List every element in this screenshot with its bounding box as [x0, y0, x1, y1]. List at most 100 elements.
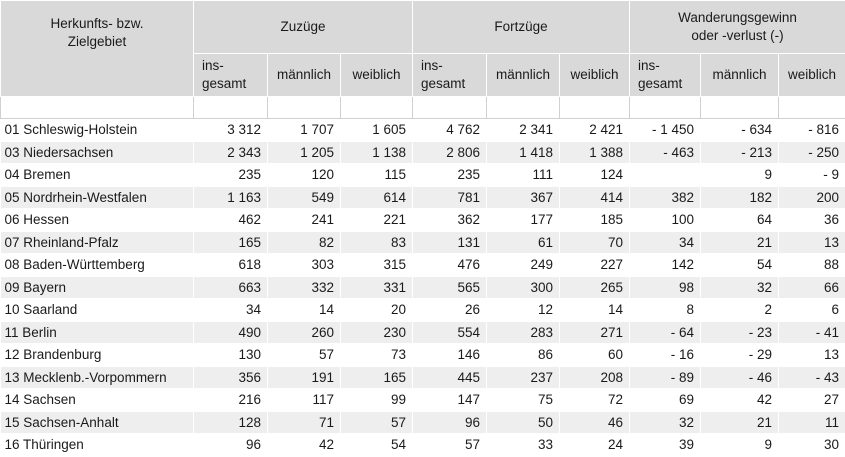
gewinn-total-cell: 98 — [630, 276, 701, 299]
gewinn-male-cell: - 29 — [701, 344, 779, 367]
zuzuege-total-cell: 216 — [194, 389, 268, 412]
region-cell: 08 Baden-Württemberg — [1, 254, 194, 277]
zuzuege-female-cell: 1 138 — [341, 141, 413, 164]
zuzuege-male-cell: 57 — [268, 344, 341, 367]
gewinn-total-cell: 39 — [630, 434, 701, 457]
fortzuege-female-cell: 271 — [560, 321, 630, 344]
gewinn-total-header: ins- gesamt — [630, 54, 701, 97]
zuzuege-male-cell: 117 — [268, 389, 341, 412]
gewinn-male-cell: 9 — [701, 164, 779, 187]
fortzuege-female-cell: 185 — [560, 209, 630, 232]
gewinn-total-cell: - 64 — [630, 321, 701, 344]
gewinn-total-cell: 100 — [630, 209, 701, 232]
zuzuege-female-cell: 115 — [341, 164, 413, 187]
gewinn-female-cell: - 816 — [779, 119, 845, 142]
zuzuege-female-cell: 73 — [341, 344, 413, 367]
gewinn-header: Wanderungsgewinn oder -verlust (-) — [630, 1, 845, 54]
zuzuege-total-cell: 128 — [194, 411, 268, 434]
fortzuege-female-cell: 60 — [560, 344, 630, 367]
zuzuege-female-cell: 315 — [341, 254, 413, 277]
gewinn-female-cell: - 41 — [779, 321, 845, 344]
fortzuege-male-header: männlich — [487, 54, 560, 97]
zuzuege-male-cell: 120 — [268, 164, 341, 187]
region-cell: 01 Schleswig-Holstein — [1, 119, 194, 142]
gewinn-total-cell: - 463 — [630, 141, 701, 164]
fortzuege-total-cell: 4 762 — [413, 119, 487, 142]
gewinn-female-cell: 36 — [779, 209, 845, 232]
zuzuege-male-cell: 1 205 — [268, 141, 341, 164]
fortzuege-total-cell: 147 — [413, 389, 487, 412]
fortzuege-male-cell: 86 — [487, 344, 560, 367]
fortzuege-female-cell: 124 — [560, 164, 630, 187]
fortzuege-female-header: weiblich — [560, 54, 630, 97]
zuzuege-total-cell: 663 — [194, 276, 268, 299]
gewinn-male-cell: - 46 — [701, 366, 779, 389]
gewinn-male-cell: 9 — [701, 434, 779, 457]
gewinn-female-cell: 66 — [779, 276, 845, 299]
fortzuege-female-cell: 24 — [560, 434, 630, 457]
region-cell: 13 Mecklenb.-Vorpommern — [1, 366, 194, 389]
region-cell: 14 Sachsen — [1, 389, 194, 412]
zuzuege-male-cell: 332 — [268, 276, 341, 299]
zuzuege-total-cell: 2 343 — [194, 141, 268, 164]
fortzuege-male-cell: 2 341 — [487, 119, 560, 142]
region-cell: 09 Bayern — [1, 276, 194, 299]
fortzuege-male-cell: 283 — [487, 321, 560, 344]
fortzuege-female-cell: 70 — [560, 231, 630, 254]
fortzuege-total-cell: 476 — [413, 254, 487, 277]
region-cell: 03 Niedersachsen — [1, 141, 194, 164]
region-cell: 07 Rheinland-Pfalz — [1, 231, 194, 254]
gewinn-female-cell: - 43 — [779, 366, 845, 389]
gewinn-female-cell: 88 — [779, 254, 845, 277]
gewinn-total-cell: 8 — [630, 299, 701, 322]
gewinn-male-cell: 21 — [701, 411, 779, 434]
zuzuege-male-cell: 71 — [268, 411, 341, 434]
fortzuege-total-header: ins- gesamt — [413, 54, 487, 97]
fortzuege-total-cell: 57 — [413, 434, 487, 457]
fortzuege-total-cell: 565 — [413, 276, 487, 299]
zuzuege-female-cell: 57 — [341, 411, 413, 434]
zuzuege-male-cell: 549 — [268, 186, 341, 209]
zuzuege-male-cell: 42 — [268, 434, 341, 457]
fortzuege-female-cell: 265 — [560, 276, 630, 299]
zuzuege-female-cell: 221 — [341, 209, 413, 232]
zuzuege-male-cell: 1 707 — [268, 119, 341, 142]
fortzuege-total-cell: 235 — [413, 164, 487, 187]
zuzuege-female-cell: 20 — [341, 299, 413, 322]
gewinn-total-cell: - 1 450 — [630, 119, 701, 142]
region-cell: 04 Bremen — [1, 164, 194, 187]
fortzuege-total-cell: 131 — [413, 231, 487, 254]
zuzuege-total-cell: 130 — [194, 344, 268, 367]
zuzuege-female-cell: 331 — [341, 276, 413, 299]
gewinn-male-cell: 64 — [701, 209, 779, 232]
zuzuege-female-cell: 230 — [341, 321, 413, 344]
gewinn-male-cell: 2 — [701, 299, 779, 322]
fortzuege-male-cell: 12 — [487, 299, 560, 322]
region-column-header: Herkunfts- bzw. Zielgebiet — [1, 1, 194, 97]
fortzuege-male-cell: 61 — [487, 231, 560, 254]
region-cell: 10 Saarland — [1, 299, 194, 322]
spacer-row — [1, 97, 845, 119]
zuzuege-male-cell: 303 — [268, 254, 341, 277]
gewinn-male-cell: - 634 — [701, 119, 779, 142]
fortzuege-male-cell: 249 — [487, 254, 560, 277]
fortzuege-total-cell: 2 806 — [413, 141, 487, 164]
gewinn-female-cell: 11 — [779, 411, 845, 434]
gewinn-total-cell: 142 — [630, 254, 701, 277]
fortzuege-female-cell: 227 — [560, 254, 630, 277]
fortzuege-male-cell: 75 — [487, 389, 560, 412]
fortzuege-total-cell: 445 — [413, 366, 487, 389]
fortzuege-female-cell: 72 — [560, 389, 630, 412]
zuzuege-female-cell: 54 — [341, 434, 413, 457]
gewinn-female-cell: 13 — [779, 231, 845, 254]
region-cell: 11 Berlin — [1, 321, 194, 344]
fortzuege-total-cell: 781 — [413, 186, 487, 209]
